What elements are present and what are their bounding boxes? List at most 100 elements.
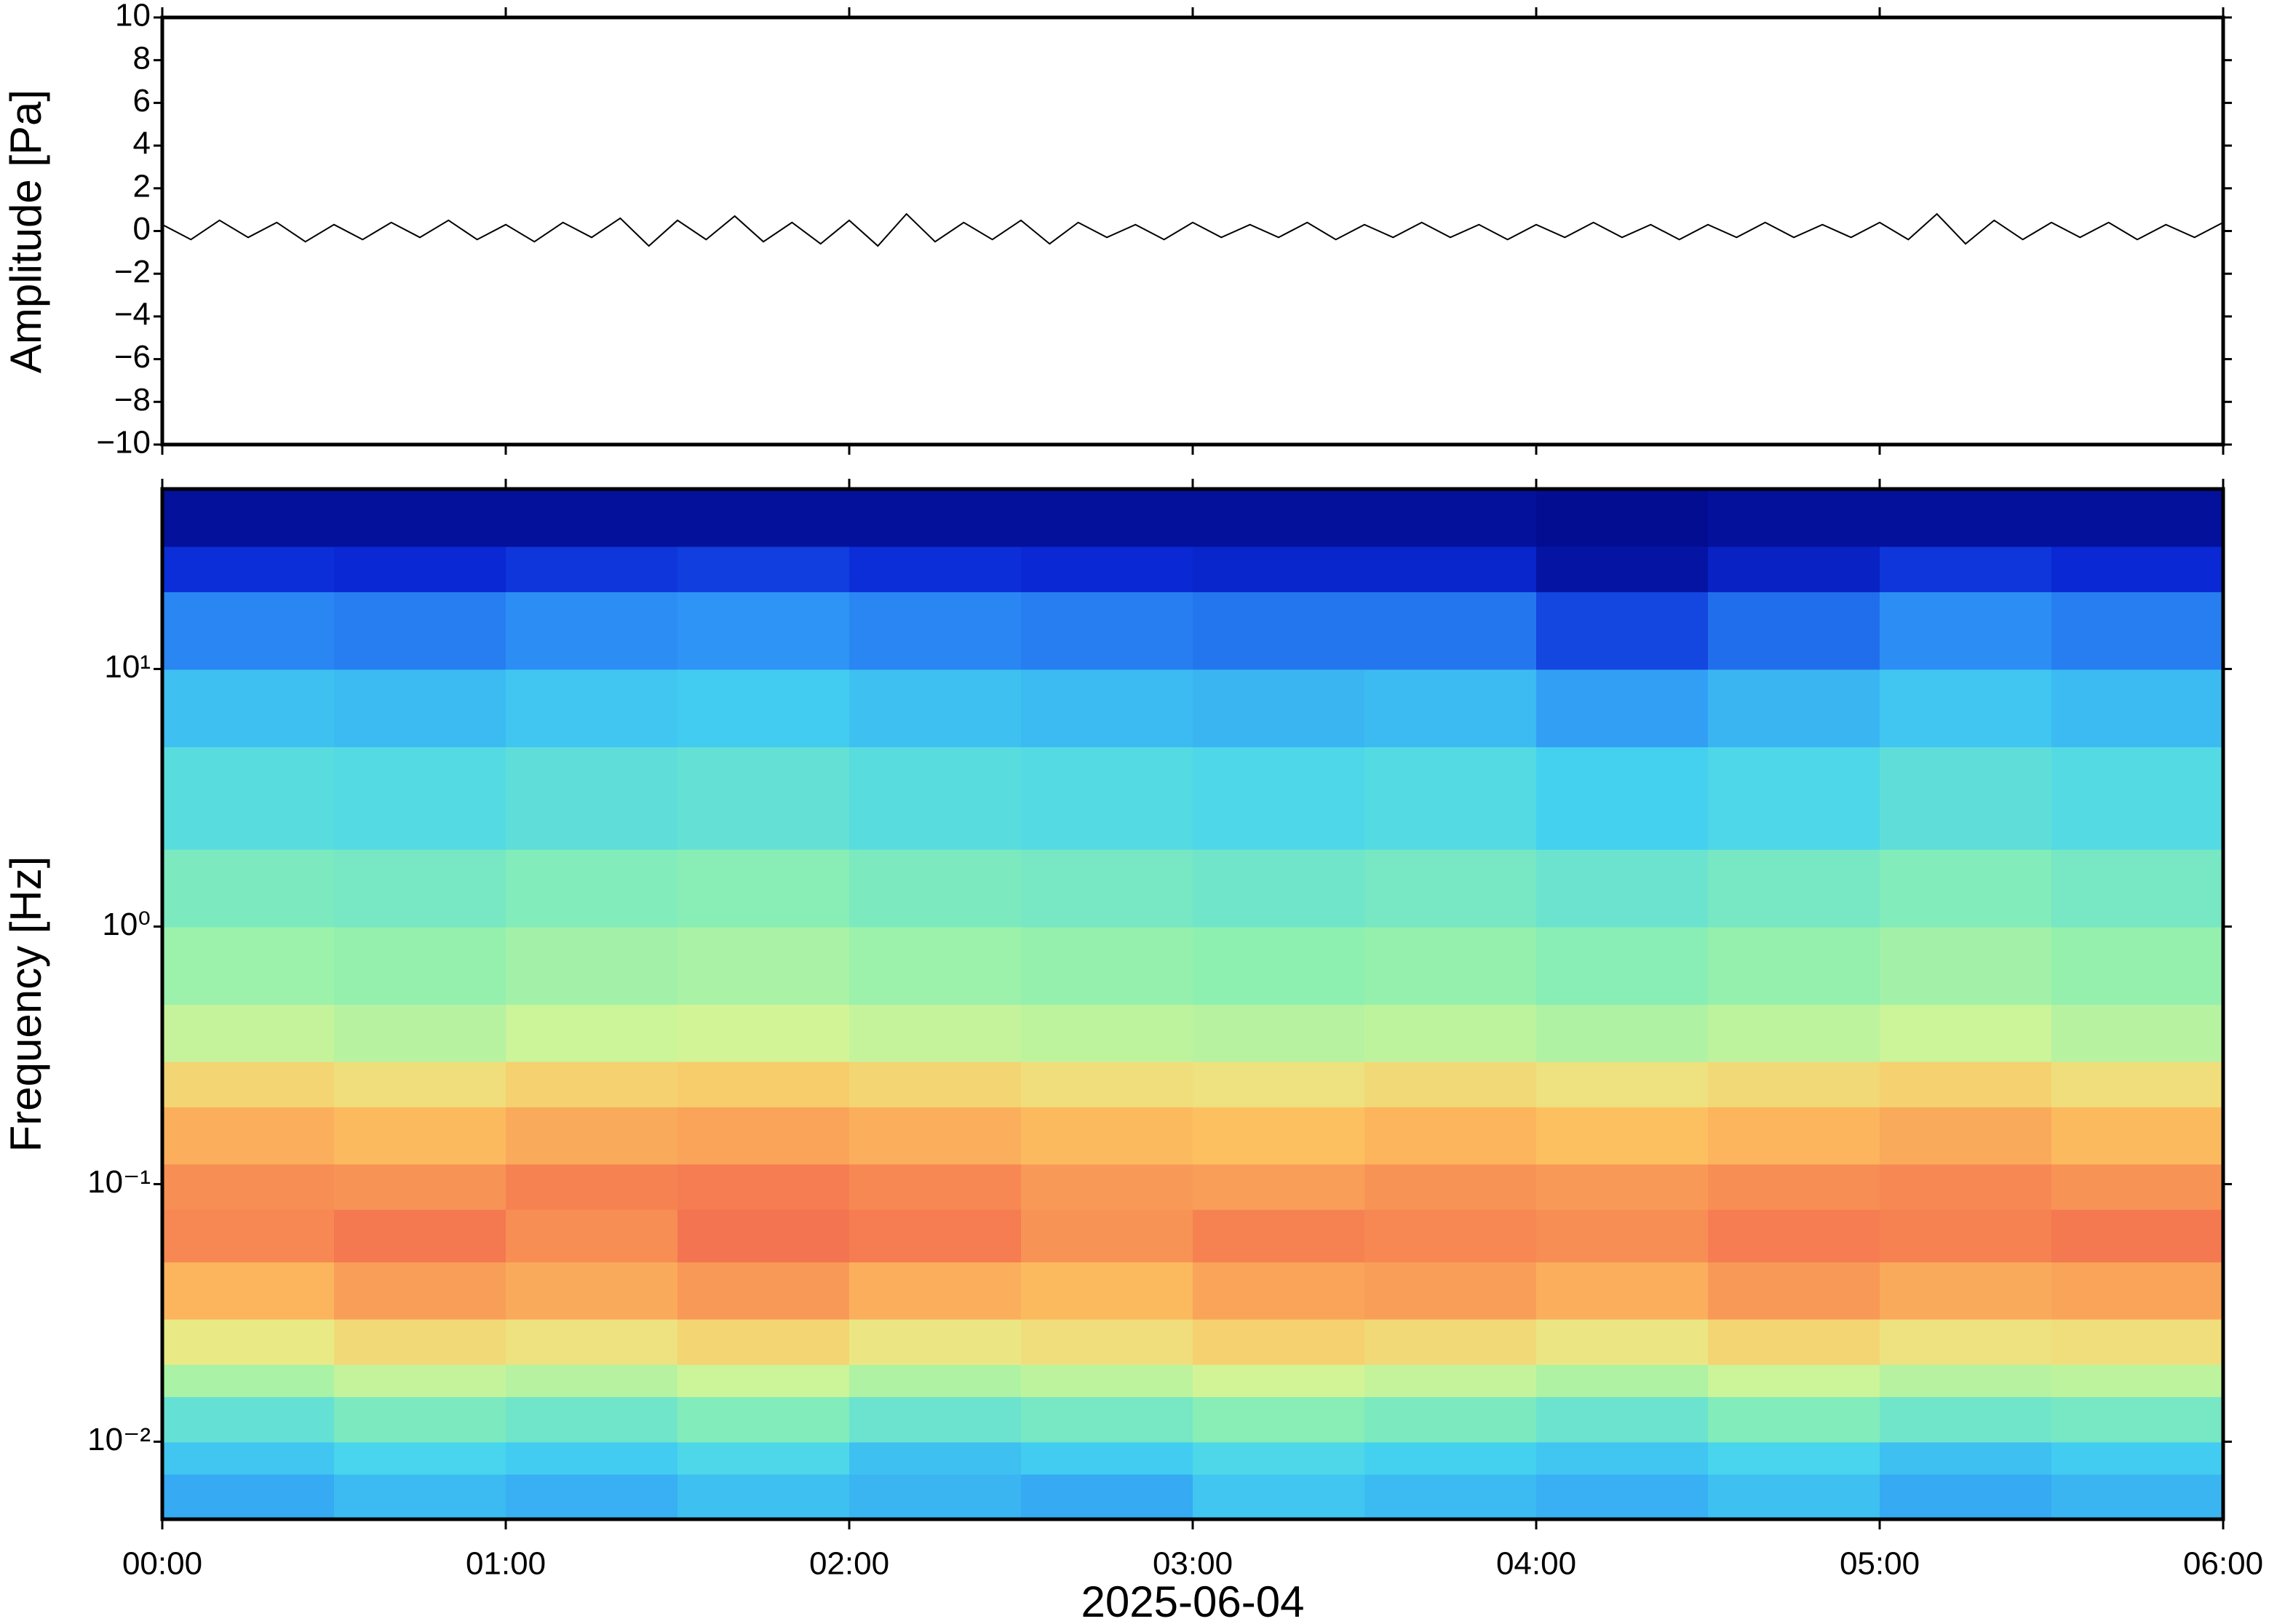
spectrogram-cell [1021, 489, 1193, 547]
spectrogram-cell [1021, 848, 1193, 928]
spectrogram-cell [1708, 1441, 1880, 1475]
spectrogram-cell [1536, 1364, 1709, 1398]
spectrogram-cell [849, 848, 1022, 928]
spectrogram-cell [334, 1318, 506, 1365]
spectrogram-cell [162, 669, 335, 747]
spectrogram-cell [1021, 1441, 1193, 1475]
spectrogram-cell [1880, 1473, 2052, 1520]
y-tick-label: −8 [114, 382, 151, 418]
spectrogram-cell [677, 591, 850, 670]
plot-frame [160, 15, 2225, 447]
spectrogram-cell [162, 1004, 335, 1062]
spectrogram-cell [1880, 1396, 2052, 1443]
spectrogram-cell [849, 1364, 1022, 1398]
spectrogram-cell [2051, 1364, 2224, 1398]
spectrogram-cell [2051, 1441, 2224, 1475]
spectrogram-cell [1193, 848, 1365, 928]
spectrogram-cell [1193, 1262, 1365, 1320]
spectrogram-cell [1880, 1318, 2052, 1365]
spectrogram-cell [1708, 1364, 1880, 1398]
x-tick-label: 01:00 [466, 1546, 546, 1582]
spectrogram-cell [334, 591, 506, 670]
spectrogram-cell [506, 1396, 678, 1443]
spectrogram-cell [1536, 546, 1709, 592]
spectrogram-cell [1536, 747, 1709, 850]
y-tick-label: 8 [133, 40, 151, 76]
y-tick-label: 4 [133, 126, 151, 162]
y-axis-title: Amplitude [Pa] [1, 89, 50, 373]
spectrogram-cell [1880, 848, 2052, 928]
spectrogram-cell [1708, 1106, 1880, 1165]
spectrogram-cell [1536, 848, 1709, 928]
spectrogram-cell [1880, 1061, 2052, 1107]
x-tick-label: 04:00 [1496, 1546, 1576, 1582]
spectrogram-cell [334, 1262, 506, 1320]
spectrogram-cell [334, 1106, 506, 1165]
spectrogram-cell [2051, 489, 2224, 547]
spectrogram-cell [849, 1004, 1022, 1062]
spectrogram-cell [677, 848, 850, 928]
spectrogram-cell [1193, 591, 1365, 670]
spectrogram-cell [1193, 1441, 1365, 1475]
spectrogram-cell [506, 747, 678, 850]
spectrogram-cell [849, 1209, 1022, 1262]
spectrogram-cell [677, 489, 850, 547]
y-axis-title: Frequency [Hz] [1, 856, 50, 1153]
spectrogram-cell [1536, 1061, 1709, 1107]
spectrogram-cell [506, 1061, 678, 1107]
spectrogram-cell [1536, 1262, 1709, 1320]
spectrogram-cell [162, 926, 335, 1005]
spectrogram-cell [849, 1106, 1022, 1165]
spectrogram-cell [1708, 669, 1880, 747]
spectrogram-cell [1536, 1473, 1709, 1520]
spectrogram-cell [506, 926, 678, 1005]
spectrogram-cell [677, 1004, 850, 1062]
spectrogram-cell [1708, 1209, 1880, 1262]
spectrogram-cell [2051, 926, 2224, 1005]
spectrogram-cell [849, 926, 1022, 1005]
spectrogram-cell [1193, 1396, 1365, 1443]
spectrogram-cell [1880, 1209, 2052, 1262]
spectrogram-cell [162, 1106, 335, 1165]
spectrogram-cell [1193, 926, 1365, 1005]
spectrogram-cell [506, 546, 678, 592]
spectrogram-cell [677, 747, 850, 850]
spectrogram-cell [1364, 1106, 1537, 1165]
spectrogram-cell [677, 669, 850, 747]
spectrogram-cell [1364, 591, 1537, 670]
spectrogram-cell [677, 546, 850, 592]
spectrogram-cell [1021, 1473, 1193, 1520]
x-tick-label: 05:00 [1840, 1546, 1920, 1582]
spectrogram-cell [1536, 1106, 1709, 1165]
spectrogram-cell [1880, 546, 2052, 592]
spectrogram-cell [506, 591, 678, 670]
spectrogram-cell [849, 1163, 1022, 1210]
spectrogram-cell [2051, 591, 2224, 670]
spectrogram-cell [1021, 1061, 1193, 1107]
spectrogram-cell [1193, 1061, 1365, 1107]
spectrogram-cell [1708, 546, 1880, 592]
spectrogram-cell [1364, 1004, 1537, 1062]
spectrogram-cell [1880, 1004, 2052, 1062]
spectrogram-cell [334, 489, 506, 547]
spectrogram-cell [1364, 848, 1537, 928]
spectrogram-cell [1536, 1318, 1709, 1365]
spectrogram-cell [2051, 1004, 2224, 1062]
spectrogram-cell [1021, 546, 1193, 592]
spectrogram-cell [1364, 747, 1537, 850]
spectrogram-cell [1880, 1364, 2052, 1398]
spectrogram-cell [677, 1106, 850, 1165]
spectrogram-cell [1536, 489, 1709, 547]
y-tick-label: 10¹ [104, 649, 151, 685]
spectrogram-cell [162, 1364, 335, 1398]
spectrogram-cell [334, 1396, 506, 1443]
spectrogram-cell [1021, 1262, 1193, 1320]
y-tick-label: 2 [133, 168, 151, 204]
spectrogram-cell [1880, 591, 2052, 670]
spectrogram-cell [1708, 489, 1880, 547]
spectrogram-cell [1021, 669, 1193, 747]
spectrogram-cell [1536, 669, 1709, 747]
spectrogram-cell [677, 926, 850, 1005]
spectrogram-cell [1708, 1262, 1880, 1320]
spectrogram-cell [1708, 1004, 1880, 1062]
